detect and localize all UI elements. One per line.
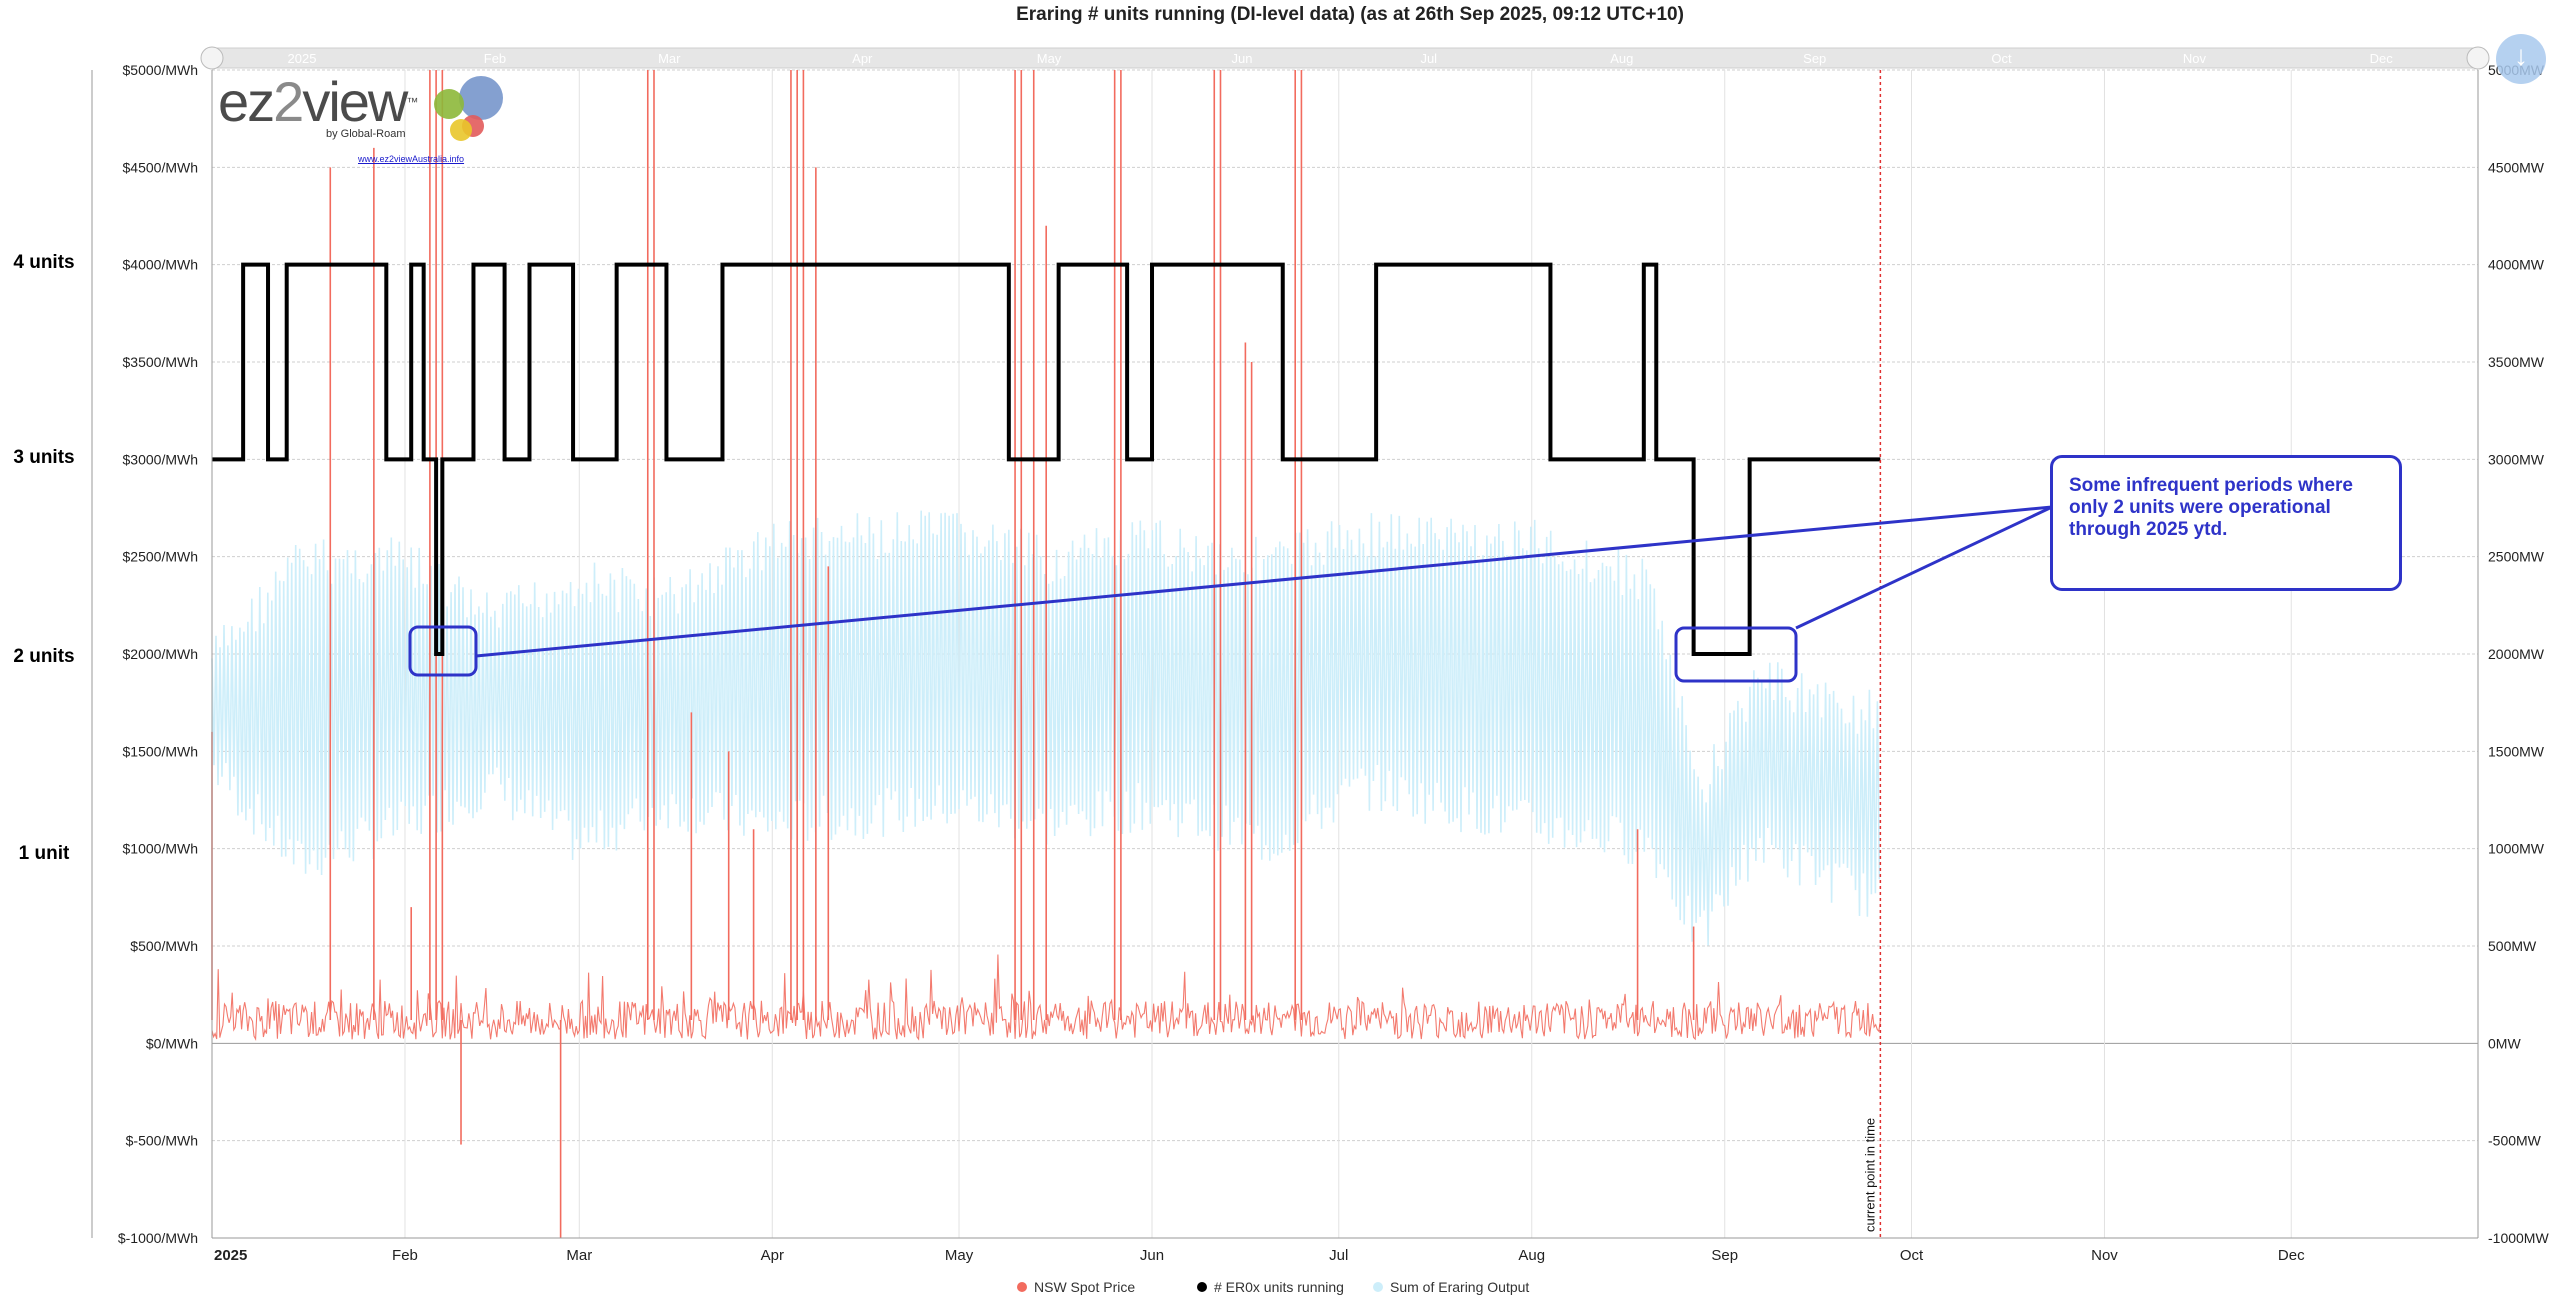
ez2view-logo: ez2view™ by Global-Roam www.ez2viewAustr… [218,70,503,167]
logo-word-b: 2 [273,70,304,133]
unit-label-3: 3 units [13,447,75,468]
logo-wordmark: ez2view™ [218,70,418,133]
y-left-tick-label: $2500/MWh [123,549,198,565]
y-right-tick-label: 1000MW [2488,841,2545,857]
legend-swatch [1197,1282,1207,1292]
axes: $-1000/MWh -1000MW $-500/MWh -500MW $0/MWh 0M… [91,62,2549,1264]
x-tick-label: Aug [1518,1247,1545,1264]
legend-item[interactable]: # ER0x units running [1197,1279,1344,1295]
navigator-tick-label: Dec [2370,51,2394,66]
x-tick-label: Nov [2091,1247,2118,1264]
x-tick-label: Jun [1140,1247,1164,1264]
chart-title: Eraring # units running (DI-level data) … [1016,4,1684,25]
y-left-tick-label: $1000/MWh [123,841,198,857]
x-tick-label: Mar [566,1247,592,1264]
unit-label-2: 2 units [13,646,75,667]
y-left-tick-label: $2000/MWh [123,646,198,662]
connector-sep [1795,505,2053,630]
annotations: current point in time [408,70,2053,1238]
y-right-tick-label: 3000MW [2488,451,2545,467]
legend-swatch [1373,1282,1383,1292]
unit-label-1: 1 unit [18,843,70,864]
x-tick-label: Apr [761,1247,784,1264]
navigator-tick-label: Aug [1610,51,1633,66]
y-right-tick-label: 1500MW [2488,743,2545,759]
y-left-tick-label: $4500/MWh [123,159,198,175]
legend-item[interactable]: NSW Spot Price [1017,1279,1135,1295]
price-line [211,954,1881,1041]
x-tick-label: Feb [392,1247,418,1264]
y-right-tick-label: 4500MW [2488,159,2545,175]
y-left-tick-label: $3500/MWh [123,354,198,370]
legend-label: NSW Spot Price [1034,1279,1135,1295]
y-left-tick-label: $0/MWh [146,1035,198,1051]
x-tick-label: Oct [1900,1247,1924,1264]
y-left-tick-label: $-500/MWh [126,1133,198,1149]
y-right-tick-label: 2500MW [2488,549,2545,565]
navigator-tick-label: Sep [1803,51,1826,66]
x-tick-label: 2025 [214,1247,247,1264]
navigator-handle-left [200,46,224,70]
price-series [211,70,1881,1238]
y-right-tick-label: 0MW [2488,1035,2521,1051]
navigator-track [212,48,2478,68]
highlight-box-sep [1674,626,1798,683]
navigator[interactable]: 2025 Feb Mar Apr May Jun Jul Aug Sep Oct Nov Dec [200,46,2490,70]
navigator-tick-label: Jun [1232,51,1253,66]
y-left-tick-label: $1500/MWh [123,743,198,759]
navigator-tick-label: Mar [658,51,681,66]
download-button[interactable] [2496,34,2546,84]
y-right-tick-label: 3500MW [2488,354,2545,370]
units-step-line [212,262,1881,656]
y-left-tick-label: $500/MWh [130,938,198,954]
x-tick-label: Sep [1711,1247,1738,1264]
legend-swatch [1017,1282,1027,1292]
navigator-handle-right [2466,46,2490,70]
legend-label: # ER0x units running [1214,1279,1344,1295]
current-time-label: current point in time [1862,1118,1877,1232]
logo-word-c: view [302,70,408,133]
navigator-tick-label: 2025 [288,51,317,66]
x-tick-label: Dec [2278,1247,2305,1264]
logo-word-a: ez [218,70,275,133]
connector-feb [475,505,2053,658]
y-right-tick-label: 500MW [2488,938,2537,954]
legend[interactable]: NSW Spot Price # ER0x units running Sum of… [1017,1279,1529,1295]
legend-item[interactable]: Sum of Eraring Output [1373,1279,1529,1295]
y-right-tick-label: -500MW [2488,1133,2542,1149]
logo-circles-icon [434,76,503,141]
y-left-tick-label: $-1000/MWh [118,1230,198,1246]
navigator-tick-label: Apr [852,51,873,66]
y-left-tick-label: $5000/MWh [123,62,198,78]
navigator-tick-label: Feb [484,51,506,66]
y-right-tick-label: -1000MW [2488,1230,2549,1246]
navigator-tick-label: Nov [2183,51,2207,66]
annotation-callout: Some infrequent periods where only 2 uni… [2050,455,2402,591]
navigator-tick-label: Jul [1420,51,1437,66]
y-right-tick-label: 4000MW [2488,257,2545,273]
highlight-box-feb [408,625,478,677]
logo-url-link[interactable]: www.ez2viewAustralia.info [358,154,465,164]
logo-tm: ™ [406,95,418,109]
unit-label-4: 4 units [13,252,75,273]
x-tick-label: Jul [1329,1247,1348,1264]
units-series [212,262,1881,656]
navigator-tick-label: May [1037,51,1062,66]
y-left-tick-label: $4000/MWh [123,257,198,273]
logo-byline: by Global-Roam [326,128,406,140]
y-right-tick-label: 2000MW [2488,646,2545,662]
y-left-tick-label: $3000/MWh [123,451,198,467]
legend-label: Sum of Eraring Output [1390,1279,1529,1295]
x-tick-label: May [945,1247,974,1264]
navigator-tick-label: Oct [1991,51,2012,66]
